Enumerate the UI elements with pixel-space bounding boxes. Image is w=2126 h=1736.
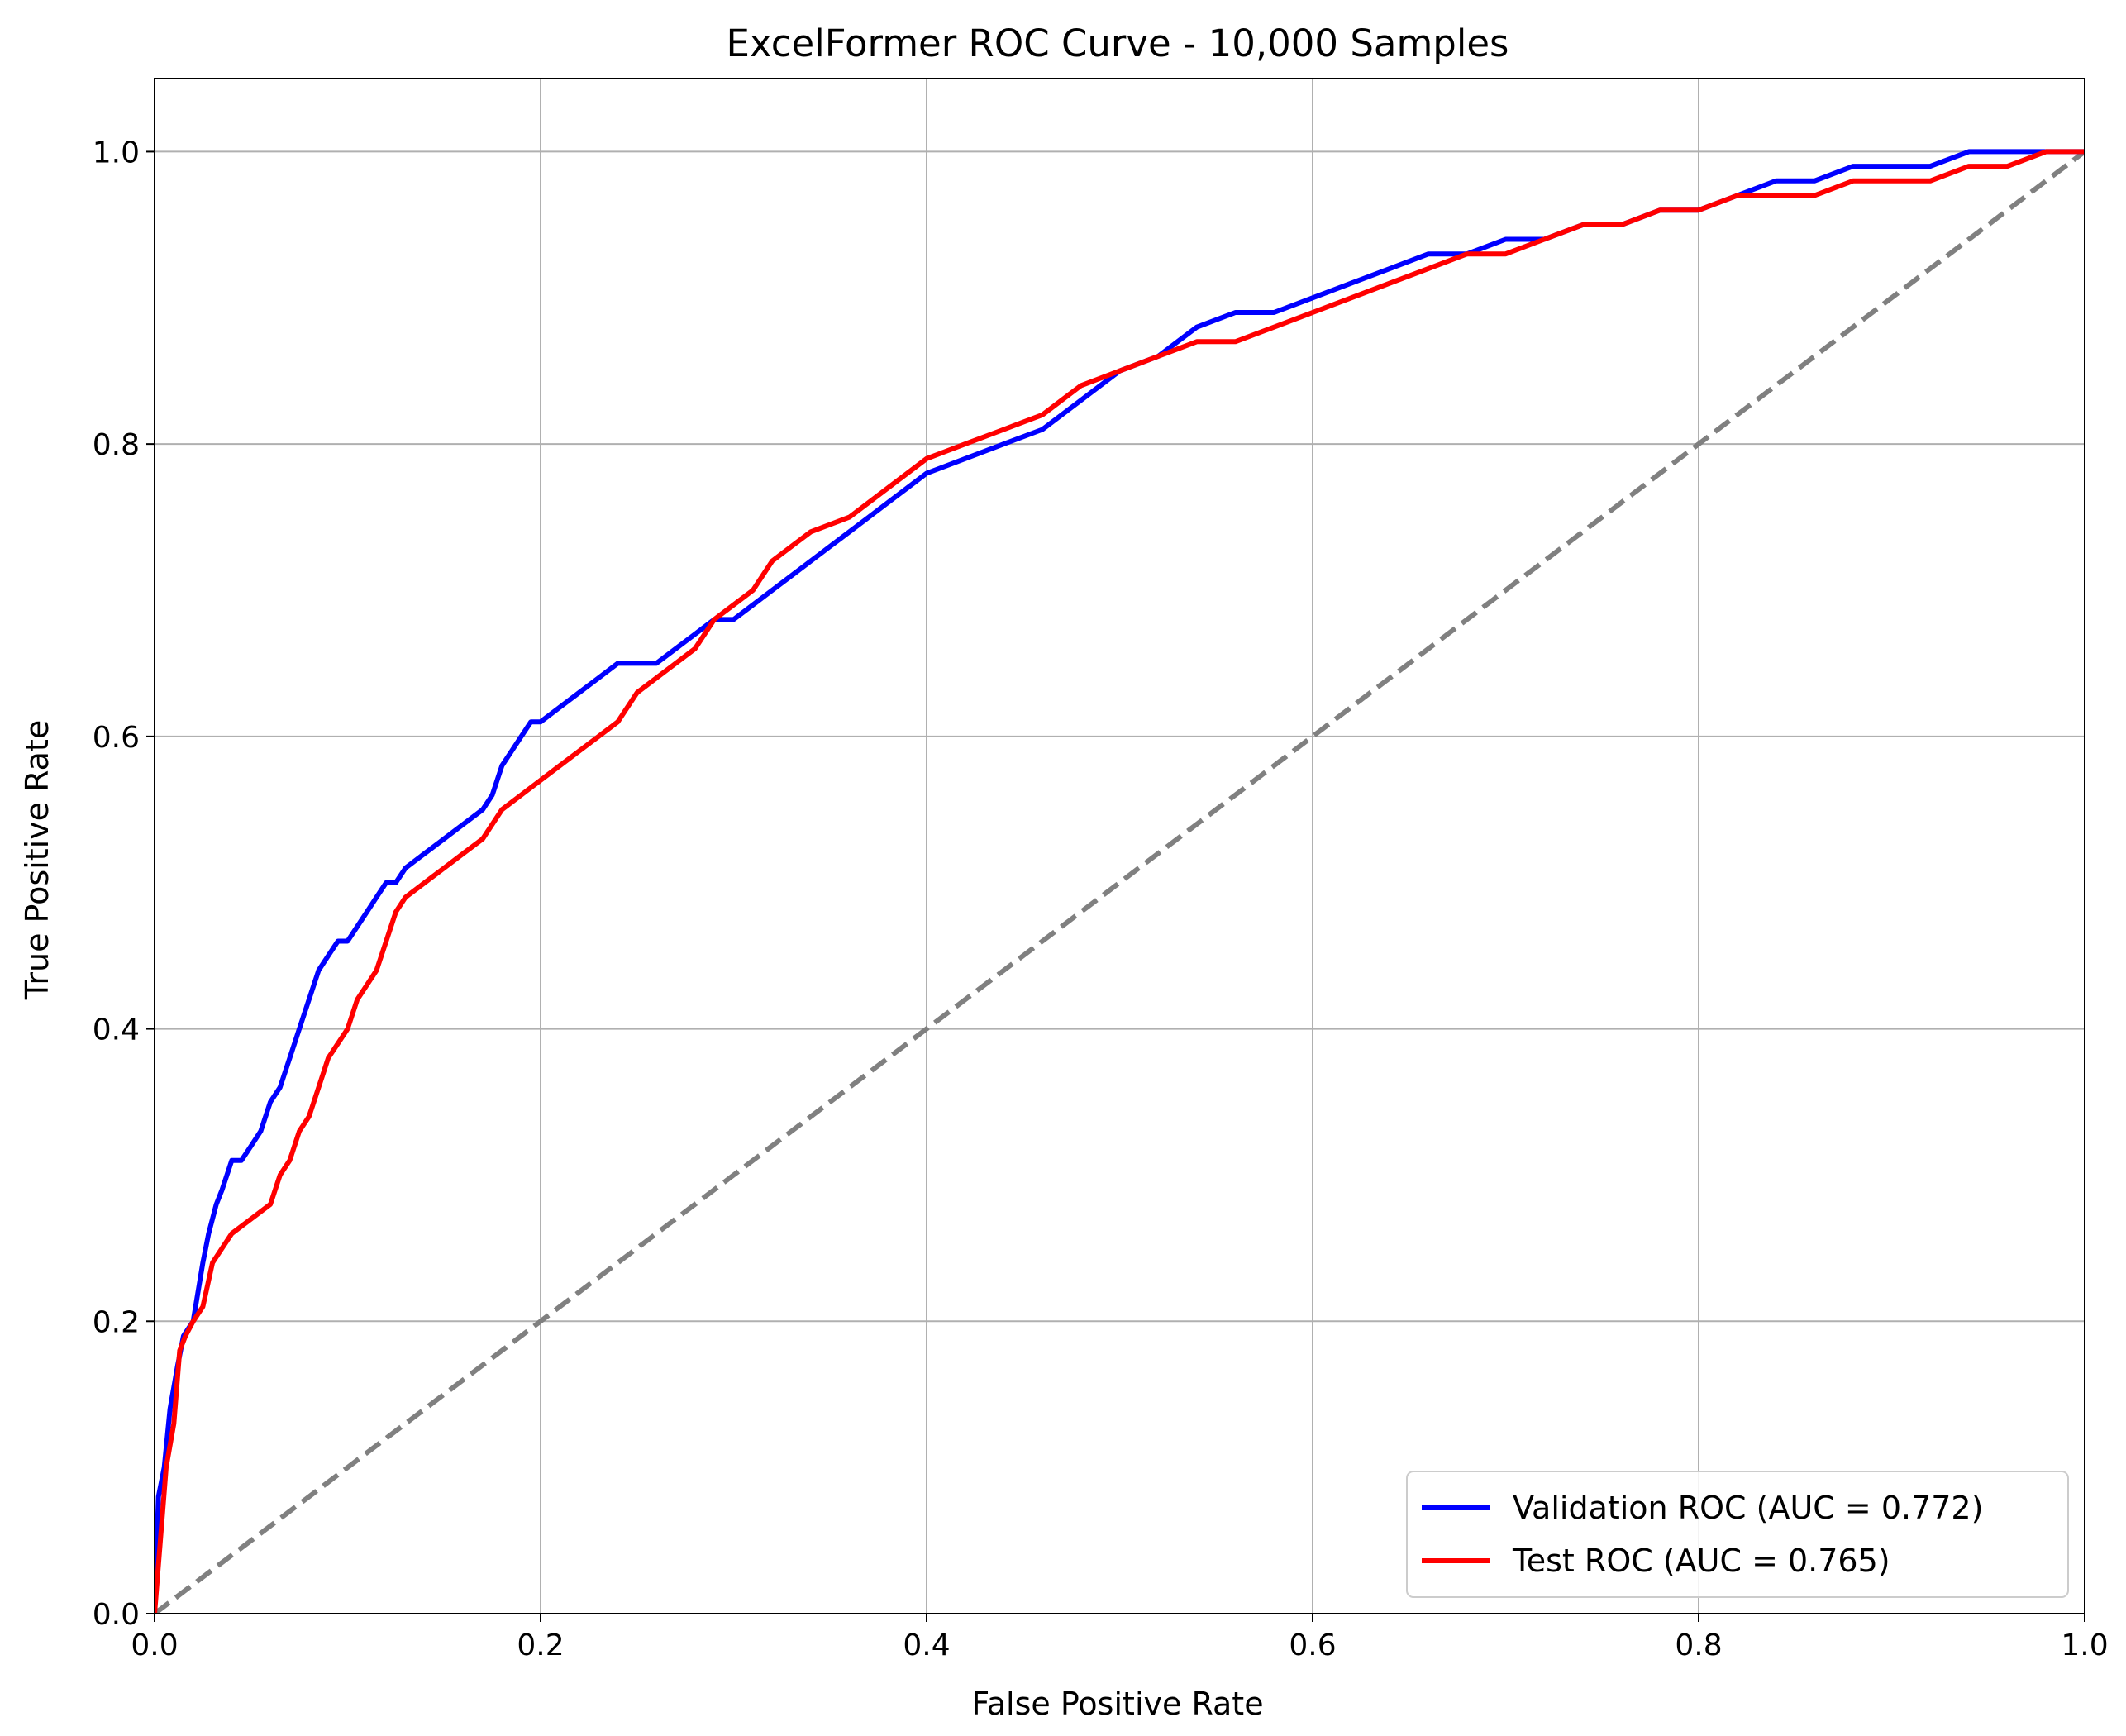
grid	[154, 79, 2085, 1614]
legend: Validation ROC (AUC = 0.772) Test ROC (AU…	[1406, 1471, 2069, 1598]
x-tick-label: 0.8	[1675, 1629, 1722, 1662]
axes-frame	[154, 78, 2085, 1614]
x-axis-title: False Positive Rate	[971, 1686, 1263, 1722]
x-tick-label: 0.4	[903, 1629, 950, 1662]
legend-label: Test ROC (AUC = 0.765)	[1512, 1543, 1890, 1579]
roc-series-line-1	[155, 149, 2085, 1614]
roc-series-line-0	[155, 149, 2085, 1614]
x-tick-label: 1.0	[2061, 1629, 2108, 1662]
y-axis-title: True Positive Rate	[19, 720, 55, 1001]
y-tick-label: 0.8	[93, 428, 140, 462]
y-tick-label: 0.2	[93, 1305, 140, 1339]
axis-ticks: 0.0 0.2 0.4 0.6 0.8 1.0 0.0 0.2 0.4 0.6 0.8 1.0	[93, 136, 2109, 1662]
chance-diagonal-line	[155, 150, 2085, 1614]
legend-box	[1406, 1471, 2069, 1598]
x-tick-label: 0.0	[131, 1629, 178, 1662]
x-tick-label: 0.6	[1289, 1629, 1336, 1662]
y-tick-label: 0.4	[93, 1013, 140, 1047]
legend-label: Validation ROC (AUC = 0.772)	[1513, 1490, 1983, 1526]
y-tick-label: 0.0	[93, 1598, 140, 1632]
chart-title: ExcelFormer ROC Curve - 10,000 Samples	[727, 21, 1509, 65]
y-tick-label: 0.6	[93, 721, 140, 755]
y-tick-label: 1.0	[93, 136, 140, 169]
x-tick-label: 0.2	[517, 1629, 564, 1662]
plot-area	[155, 149, 2085, 1614]
